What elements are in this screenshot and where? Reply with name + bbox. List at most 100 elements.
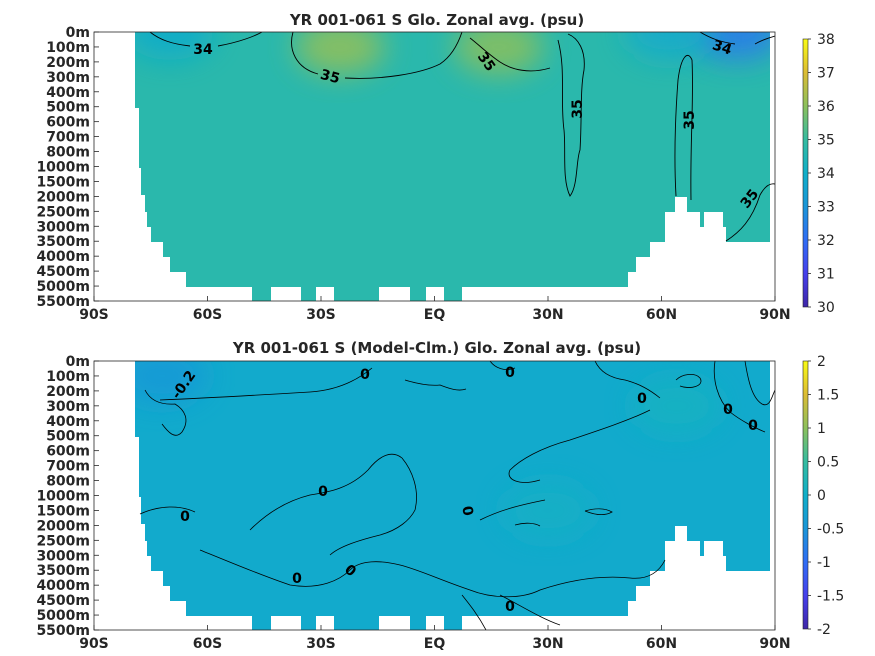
x-axis-latitude: 90S 60S 30S EQ 30N 60N 90N — [79, 625, 791, 652]
colorbar-ticks: 2 1.5 1 0.5 0 -0.5 -1 -1.5 -2 — [808, 354, 844, 638]
colorbar-tick-label: 36 — [817, 99, 835, 115]
y-tick-label: 5500m — [36, 294, 90, 310]
y-axis-depth: 0m100m200m300m400m500m600m700m800m1000m1… — [36, 25, 99, 310]
contour-35-south — [291, 32, 463, 79]
colorbar-tick-label: -2 — [817, 622, 831, 638]
y-tick-label: 400m — [46, 414, 90, 430]
colorbar-tick-label: 31 — [817, 267, 835, 283]
x-tick-label: 30S — [306, 307, 336, 323]
field-feature — [294, 32, 385, 75]
y-tick-label: 3000m — [36, 219, 90, 235]
contour-0 — [489, 361, 516, 370]
panel-1-title: YR 001-061 S Glo. Zonal avg. (psu) — [289, 11, 584, 29]
y-tick-label: 0m — [66, 25, 90, 41]
y-tick-label: 1500m — [36, 174, 90, 190]
y-tick-label: 4500m — [36, 593, 90, 609]
contour-label: 0 — [748, 418, 758, 434]
y-tick-label: 3500m — [36, 563, 90, 579]
contour-0 — [713, 361, 766, 433]
contour-label: 34 — [193, 42, 213, 58]
colorbar-tick-label: 33 — [817, 200, 835, 216]
y-tick-label: 4000m — [36, 249, 90, 265]
colorbar-tick-label: 2 — [817, 354, 826, 370]
y-tick-label: 800m — [46, 474, 90, 490]
contour-0-basin — [249, 453, 417, 556]
contour-label: 0 — [318, 484, 328, 500]
colorbar-tick-label: -1.5 — [817, 589, 844, 605]
field-feature — [631, 377, 722, 434]
contour-0 — [508, 409, 651, 483]
colorbar-tick-label: 32 — [817, 233, 835, 249]
contour-0 — [404, 379, 467, 391]
colorbar-tick-label: -0.5 — [817, 522, 844, 538]
colorbar-tick-label: 1.5 — [817, 388, 839, 404]
contour-label: 0 — [292, 571, 302, 587]
contour-0-deep — [199, 549, 666, 598]
salinity-bias-panel: YR 001-061 S (Model-Clm.) Glo. Zonal avg… — [36, 339, 844, 652]
field-feature — [692, 32, 775, 60]
colorbar-gradient — [802, 38, 809, 308]
contour-35-north-a — [469, 37, 551, 72]
contour-0 — [594, 361, 661, 399]
x-tick-label: EQ — [424, 636, 446, 652]
contour-0 — [584, 508, 613, 515]
colorbar-tick-label: 38 — [817, 32, 835, 48]
y-tick-label: 300m — [46, 399, 90, 415]
contour-0 — [514, 522, 541, 527]
y-tick-label: 5500m — [36, 623, 90, 639]
y-tick-label: 1500m — [36, 503, 90, 519]
y-tick-label: 4500m — [36, 264, 90, 280]
contour-neg02 — [144, 389, 187, 436]
x-tick-label: 90N — [759, 307, 790, 323]
y-tick-label: 200m — [46, 384, 90, 400]
y-tick-label: 3500m — [36, 234, 90, 250]
y-tick-label: 700m — [46, 459, 90, 475]
contour-label: 35 — [570, 99, 586, 118]
colorbar-tick-label: 37 — [817, 66, 835, 82]
field-feature — [503, 482, 593, 539]
contour-35-north-b — [557, 33, 585, 197]
x-tick-label: 60N — [646, 636, 677, 652]
y-tick-label: 600m — [46, 444, 90, 460]
contour-label: 0 — [723, 402, 733, 418]
contours-salinity-bias — [139, 361, 775, 630]
contour-label: 35 — [682, 110, 698, 129]
contour-0 — [159, 367, 373, 401]
land-mask — [94, 32, 775, 301]
colorbar-tick-label: -1 — [817, 555, 831, 571]
y-tick-label: 200m — [46, 55, 90, 71]
colorbar-tick-label: 0 — [817, 488, 826, 504]
y-tick-label: 600m — [46, 115, 90, 131]
y-tick-label: 5000m — [36, 608, 90, 624]
y-tick-label: 3000m — [36, 548, 90, 564]
y-tick-label: 0m — [66, 354, 90, 370]
contour-label: 0 — [637, 391, 647, 407]
contour-label: 0 — [505, 365, 515, 381]
contour-label: 0 — [180, 509, 190, 525]
x-tick-label: 60S — [193, 636, 223, 652]
panel-2-title: YR 001-061 S (Model-Clm.) Glo. Zonal avg… — [232, 339, 641, 357]
x-axis-latitude: 90S 60S 30S EQ 30N 60N 90N — [79, 296, 791, 323]
colorbar-salinity: 30 31 32 33 34 35 36 37 38 — [802, 32, 835, 316]
y-tick-label: 400m — [46, 85, 90, 101]
contour-0 — [479, 499, 546, 521]
contour-35-deep — [725, 183, 775, 242]
contour-label: 35 — [319, 67, 342, 87]
colorbar-tick-label: 34 — [817, 166, 835, 182]
contour-34-arctic — [699, 32, 775, 45]
y-tick-label: 2000m — [36, 518, 90, 534]
y-tick-label: 100m — [46, 40, 90, 56]
x-tick-label: 90S — [79, 307, 109, 323]
contour-35-arctic — [674, 55, 694, 201]
colorbar-tick-label: 30 — [817, 300, 835, 316]
salinity-panel: YR 001-061 S Glo. Zonal avg. (psu) 34 35… — [36, 11, 835, 323]
field-feature — [124, 32, 215, 60]
colorbar-gradient — [802, 360, 809, 630]
colorbar-tick-label: 35 — [817, 133, 835, 149]
y-tick-label: 100m — [46, 369, 90, 385]
y-tick-label: 2500m — [36, 533, 90, 549]
y-tick-label: 1000m — [36, 160, 90, 176]
contour-label: 34 — [710, 37, 734, 58]
y-tick-label: 5000m — [36, 279, 90, 295]
